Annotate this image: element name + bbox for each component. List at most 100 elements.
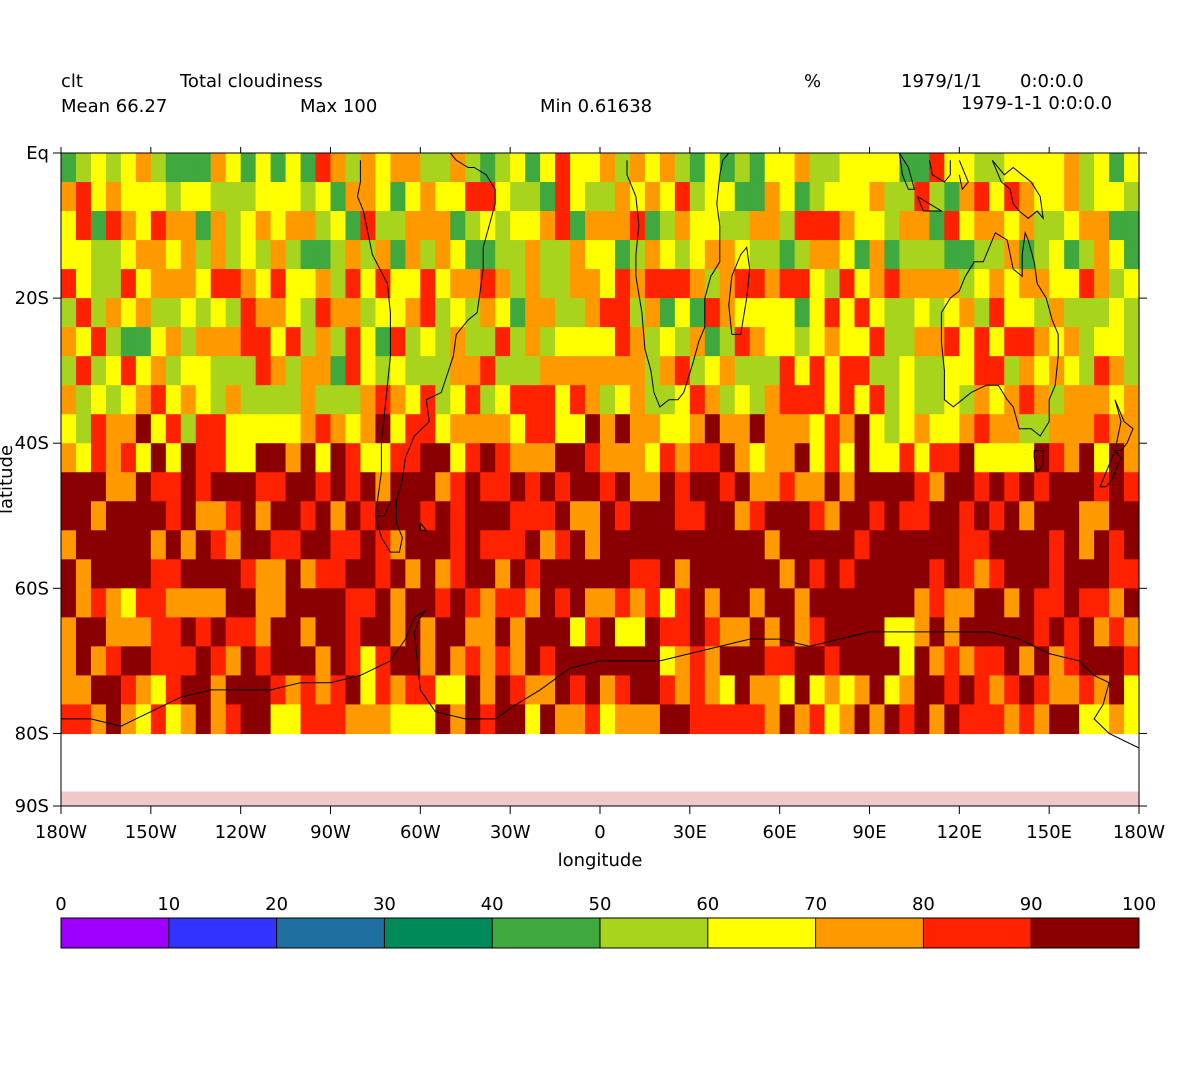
heatmap-cell bbox=[959, 356, 975, 386]
heatmap-cell bbox=[1124, 443, 1140, 473]
heatmap-cell bbox=[974, 182, 990, 212]
heatmap-cell bbox=[1124, 298, 1140, 328]
heatmap-cell bbox=[614, 617, 631, 647]
heatmap-cell bbox=[704, 153, 721, 183]
heatmap-cell bbox=[480, 443, 496, 473]
colorbar-tick-label: 30 bbox=[373, 894, 396, 915]
heatmap-cell bbox=[1064, 298, 1080, 328]
heatmap-cell bbox=[689, 704, 706, 735]
heatmap-cell bbox=[570, 530, 586, 560]
heatmap-cell bbox=[839, 501, 856, 531]
heatmap-cell bbox=[345, 298, 362, 328]
heatmap-cell bbox=[450, 153, 466, 183]
heatmap-cell bbox=[105, 414, 122, 444]
heatmap-cell bbox=[644, 617, 661, 647]
heatmap-cell bbox=[270, 182, 287, 212]
heatmap-cell bbox=[495, 385, 511, 415]
heatmap-cell bbox=[105, 530, 122, 560]
heatmap-cell bbox=[285, 153, 302, 183]
heatmap-cell bbox=[300, 153, 317, 183]
heatmap-cell bbox=[450, 530, 466, 560]
heatmap-cell bbox=[704, 617, 721, 647]
heatmap-cell bbox=[420, 414, 436, 444]
heatmap-cell bbox=[734, 704, 751, 735]
heatmap-cell bbox=[300, 675, 317, 706]
heatmap-cell bbox=[824, 675, 841, 706]
heatmap-cell bbox=[1019, 588, 1035, 618]
heatmap-cell bbox=[345, 182, 362, 212]
heatmap-cell bbox=[1004, 298, 1020, 328]
heatmap-cell bbox=[614, 472, 631, 502]
heatmap-cell bbox=[405, 588, 421, 618]
heatmap-cell bbox=[629, 530, 646, 560]
heatmap-cell bbox=[839, 153, 856, 183]
heatmap-cell bbox=[405, 211, 421, 241]
heatmap-cell bbox=[270, 211, 287, 241]
heatmap-cell bbox=[749, 356, 766, 386]
heatmap-cell bbox=[734, 588, 751, 618]
heatmap-cell bbox=[689, 472, 706, 502]
heatmap-cell bbox=[165, 443, 182, 473]
heatmap-cell bbox=[600, 298, 616, 328]
heatmap-cell bbox=[914, 414, 930, 444]
heatmap-cell bbox=[1094, 530, 1110, 560]
heatmap-cell bbox=[959, 153, 975, 183]
x-tick-label: 180W bbox=[35, 822, 87, 843]
colorbar-tick-label: 10 bbox=[157, 894, 180, 915]
heatmap-cell bbox=[375, 559, 391, 589]
heatmap-cell bbox=[824, 501, 841, 531]
heatmap-cell bbox=[345, 327, 362, 357]
heatmap-cell bbox=[285, 617, 302, 647]
heatmap-cell bbox=[510, 414, 526, 444]
heatmap-cell bbox=[794, 588, 811, 618]
heatmap-cell bbox=[165, 704, 182, 735]
heatmap-cell bbox=[510, 327, 526, 357]
heatmap-cell bbox=[510, 298, 526, 328]
heatmap-cell bbox=[1034, 530, 1050, 560]
heatmap-cell bbox=[525, 675, 541, 706]
heatmap-cell bbox=[105, 153, 122, 183]
heatmap-cell bbox=[585, 559, 601, 589]
heatmap-cell bbox=[749, 327, 766, 357]
heatmap-cell bbox=[839, 298, 856, 328]
heatmap-cell bbox=[285, 588, 302, 618]
heatmap-cell bbox=[944, 414, 960, 444]
heatmap-cell bbox=[614, 385, 631, 415]
min-label: Min 0.61638 bbox=[540, 96, 653, 117]
heatmap-cell bbox=[1109, 588, 1125, 618]
heatmap-cell bbox=[585, 530, 601, 560]
heatmap-cell bbox=[914, 298, 930, 328]
heatmap-cell bbox=[944, 559, 960, 589]
heatmap-cell bbox=[779, 646, 796, 676]
heatmap-cell bbox=[899, 675, 916, 706]
x-tick-label: 150W bbox=[125, 822, 177, 843]
heatmap-cell bbox=[719, 327, 736, 357]
heatmap-cell bbox=[510, 530, 526, 560]
heatmap-cell bbox=[914, 269, 930, 299]
heatmap-cell bbox=[614, 298, 631, 328]
mean-label: Mean 66.27 bbox=[61, 96, 168, 117]
heatmap-cell bbox=[1109, 298, 1125, 328]
heatmap-cell bbox=[929, 646, 945, 676]
heatmap-cell bbox=[255, 617, 272, 647]
heatmap-cell bbox=[90, 356, 107, 386]
heatmap-cell bbox=[899, 211, 916, 241]
colorbar-segment bbox=[276, 918, 385, 948]
heatmap-cell bbox=[989, 327, 1005, 357]
heatmap-cell bbox=[315, 472, 332, 502]
heatmap-cell bbox=[435, 530, 451, 560]
heatmap-cell bbox=[644, 588, 661, 618]
heatmap-cell bbox=[674, 211, 691, 241]
heatmap-cell bbox=[75, 646, 92, 676]
heatmap-cell bbox=[345, 385, 362, 415]
heatmap-cell bbox=[61, 269, 77, 299]
heatmap-cell bbox=[285, 385, 302, 415]
heatmap-cell bbox=[585, 298, 601, 328]
heatmap-cell bbox=[495, 356, 511, 386]
heatmap-cell bbox=[959, 240, 975, 270]
heatmap-cell bbox=[435, 414, 451, 444]
heatmap-cell bbox=[989, 298, 1005, 328]
heatmap-cell bbox=[315, 501, 332, 531]
heatmap-cell bbox=[1049, 153, 1065, 183]
heatmap-cell bbox=[1109, 327, 1125, 357]
